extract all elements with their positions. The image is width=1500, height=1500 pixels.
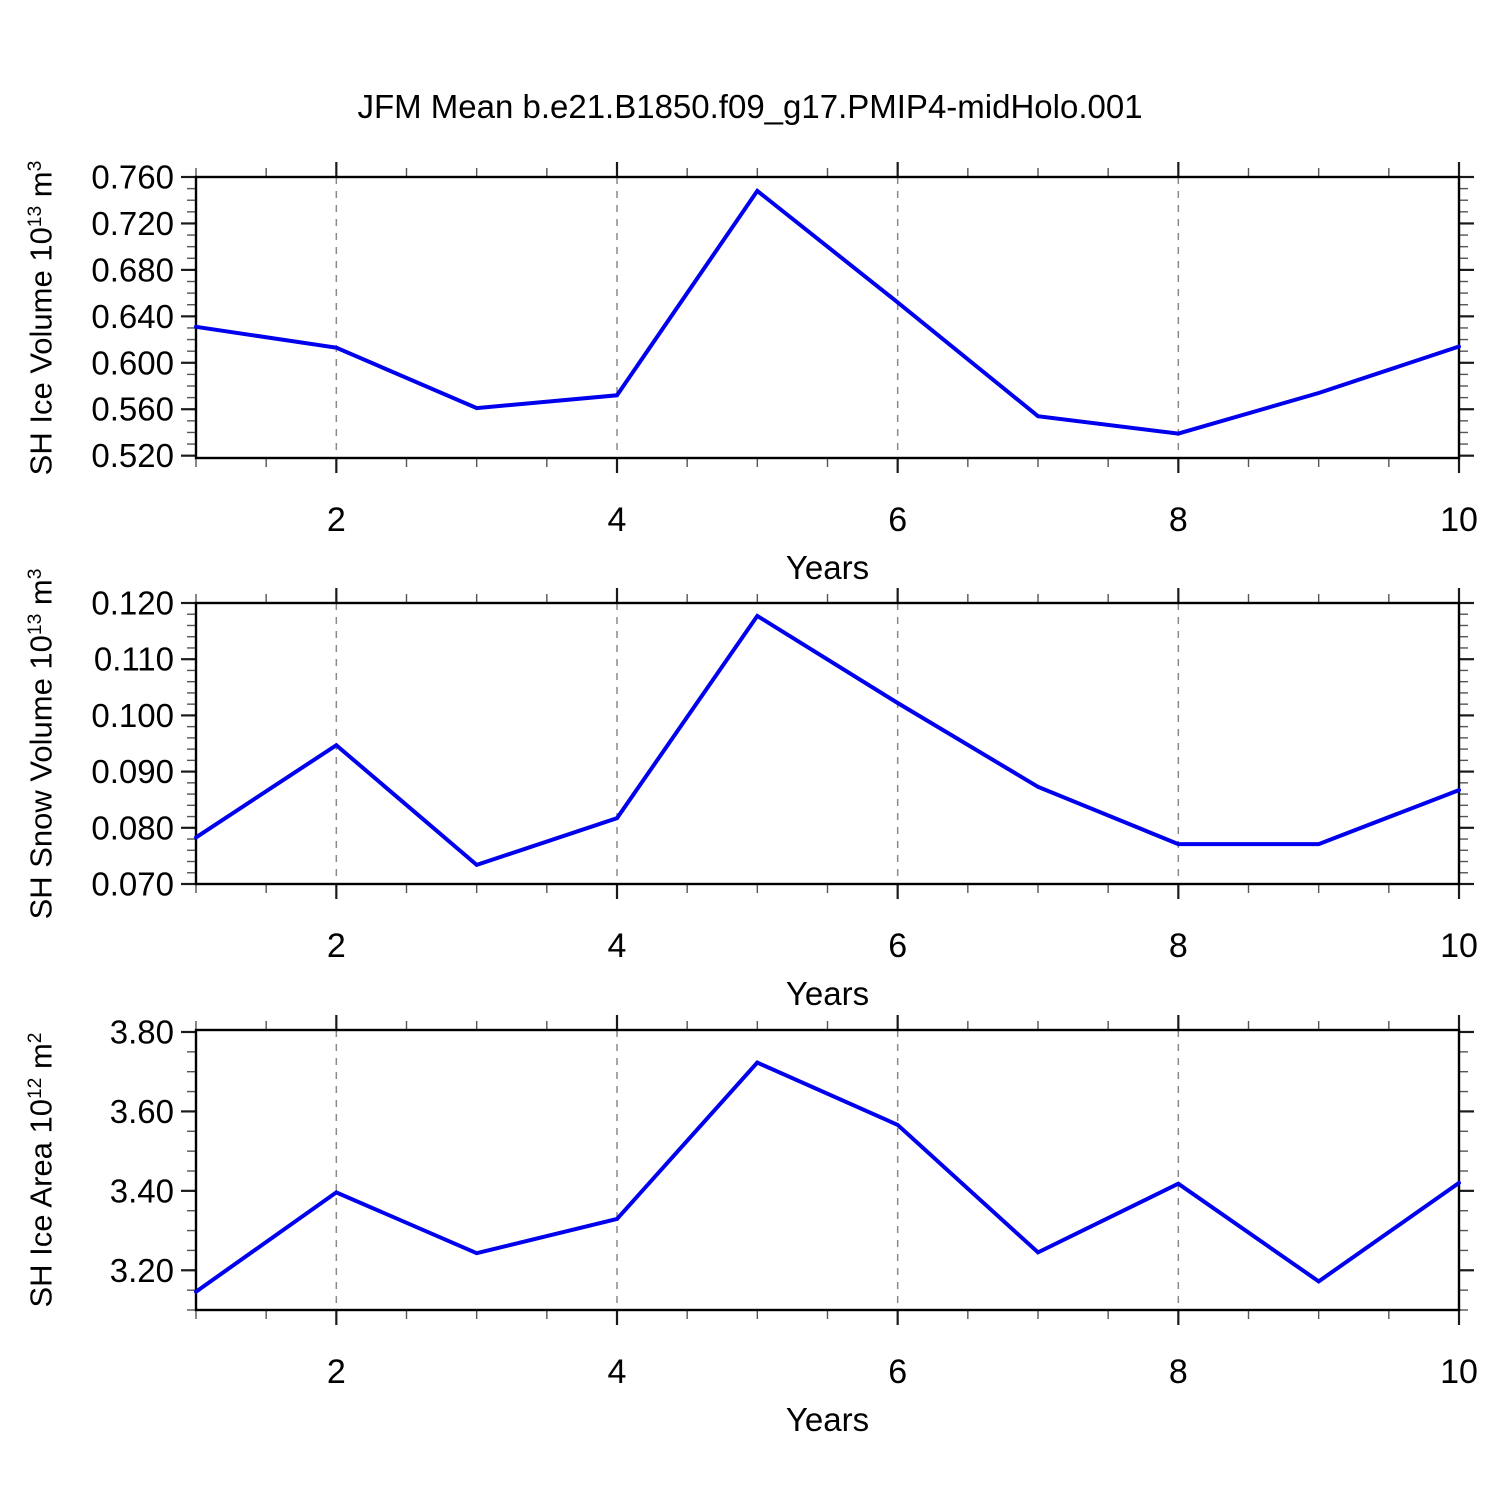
y-axis-label-unit-exponent: 3: [25, 568, 46, 579]
y-tick-label: 3.40: [110, 1172, 174, 1209]
x-tick-label: 2: [327, 1353, 346, 1391]
x-axis-label-years-1: Years: [785, 549, 870, 586]
plot-frame: [194, 601, 1461, 886]
y-tick-label: 0.760: [91, 159, 174, 196]
x-tick-label: 10: [1440, 927, 1478, 965]
x-tick-label: 4: [608, 927, 627, 965]
y-axis-label-text: SH Snow Volume 10: [23, 634, 59, 919]
x-tick-label: 8: [1169, 927, 1188, 965]
x-tick-label: 10: [1440, 1353, 1478, 1391]
x-tick-label: 8: [1169, 1353, 1188, 1391]
y-tick-label: 0.080: [91, 809, 174, 846]
y-tick-label: 3.20: [110, 1252, 174, 1289]
y-tick-label: 0.070: [91, 866, 174, 903]
x-tick-label: 2: [327, 927, 346, 965]
x-axis-label-years-3: Years: [785, 1401, 870, 1438]
y-tick-label: 0.600: [91, 344, 174, 381]
x-tick-label: 2: [327, 501, 346, 539]
x-tick-label: 4: [608, 501, 627, 539]
y-tick-label: 0.110: [94, 641, 174, 678]
y-axis-label-text: SH Ice Volume 10: [23, 226, 59, 475]
y-axis-label-exponent: 12: [25, 1077, 46, 1099]
x-tick-label: 10: [1440, 501, 1478, 539]
y-axis-label-unit: m: [23, 170, 59, 206]
series-line: [194, 188, 1461, 436]
y-axis-label-unit: m: [23, 1043, 59, 1078]
x-axis-label-years-2: Years: [785, 975, 870, 1012]
y-axis-label-unit: m: [23, 578, 59, 614]
y-axis-label-unit-exponent: 2: [25, 1032, 46, 1044]
plot-frame: [194, 1028, 1461, 1312]
figure-title: JFM Mean b.e21.B1850.f09_g17.PMIP4-midHo…: [357, 88, 1143, 125]
y-axis-label-exponent: 13: [25, 613, 46, 635]
y-axis-label-unit-exponent: 3: [25, 160, 46, 171]
x-tick-label: 6: [888, 501, 907, 539]
y-axis-label-ice-area: SH Ice Area 1012 m2: [15, 890, 59, 1450]
y-tick-label: 0.120: [91, 585, 174, 622]
series-line: [194, 613, 1461, 868]
y-tick-label: 0.090: [91, 753, 174, 790]
y-tick-label: 3.60: [110, 1093, 174, 1130]
y-tick-label: 0.520: [91, 437, 174, 474]
series-line: [194, 1060, 1461, 1294]
y-tick-label: 0.560: [91, 391, 174, 428]
y-tick-label: 0.680: [91, 251, 174, 288]
x-tick-label: 4: [608, 1353, 627, 1391]
y-tick-label: 0.100: [91, 697, 174, 734]
y-tick-label: 3.80: [110, 1013, 174, 1050]
x-tick-label: 6: [888, 1353, 907, 1391]
y-axis-label-text: SH Ice Area 10: [23, 1099, 59, 1308]
y-axis-label-exponent: 13: [25, 205, 46, 227]
y-tick-label: 0.640: [91, 298, 174, 335]
plot-frame: [194, 175, 1461, 460]
x-tick-label: 6: [888, 927, 907, 965]
y-tick-label: 0.720: [91, 205, 174, 242]
x-tick-label: 8: [1169, 501, 1188, 539]
